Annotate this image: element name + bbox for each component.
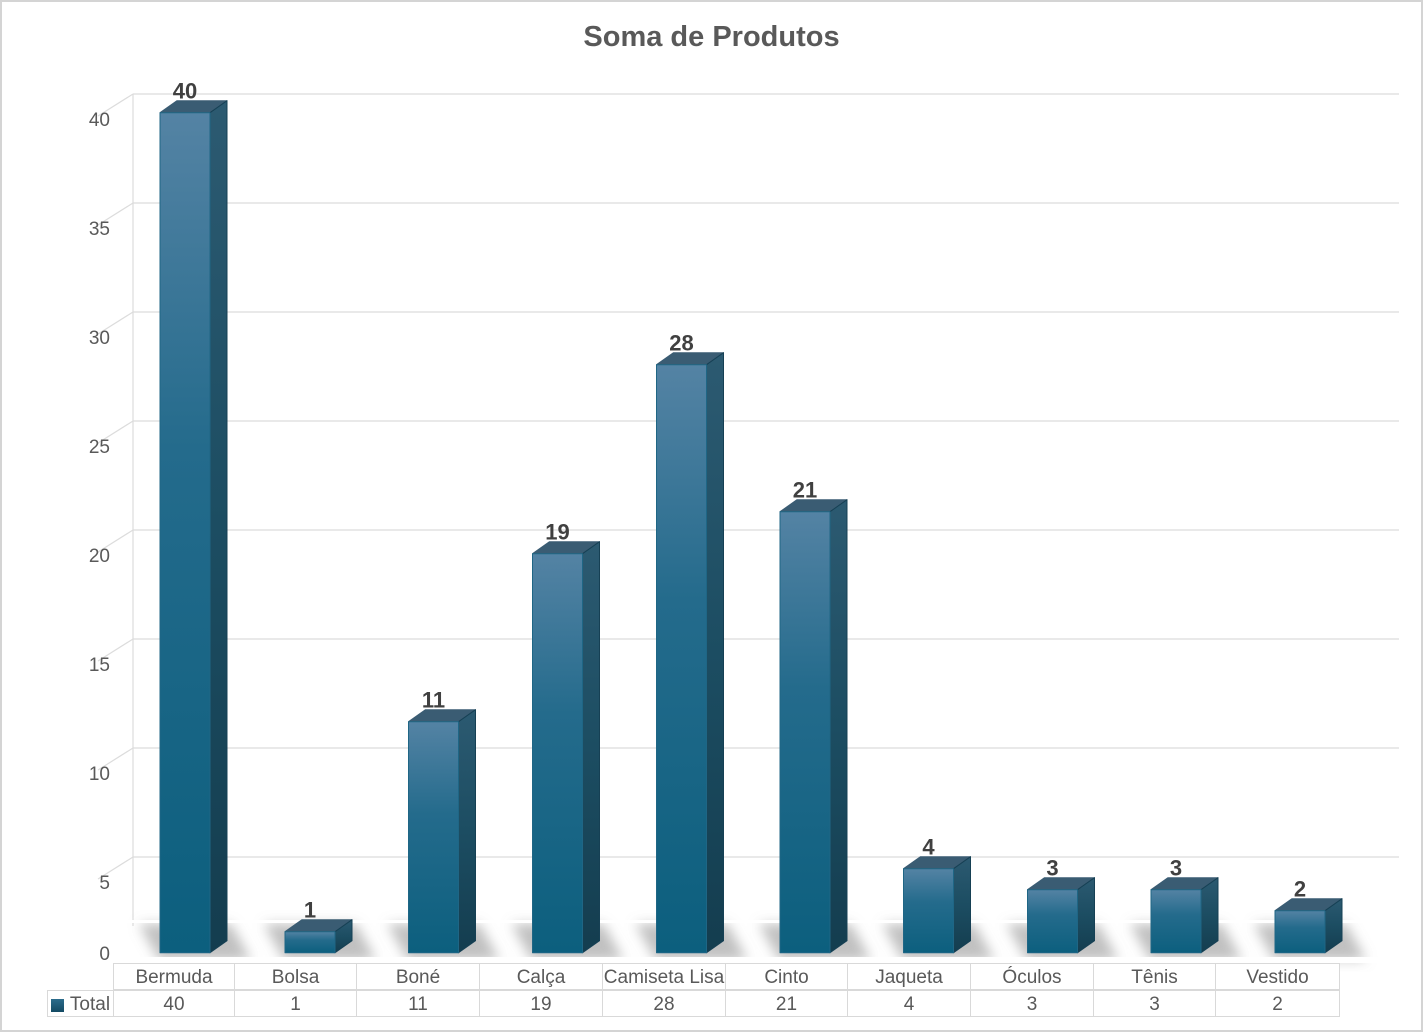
svg-text:40: 40 — [89, 110, 110, 131]
svg-text:10: 10 — [89, 764, 110, 785]
svg-text:19: 19 — [545, 520, 569, 545]
svg-text:11: 11 — [422, 688, 445, 713]
svg-text:30: 30 — [89, 328, 110, 349]
svg-text:5: 5 — [99, 873, 110, 894]
svg-text:0: 0 — [99, 944, 110, 965]
svg-text:25: 25 — [89, 437, 110, 458]
svg-text:4: 4 — [922, 835, 935, 860]
svg-text:28: 28 — [669, 331, 693, 356]
svg-text:40: 40 — [173, 79, 197, 104]
svg-text:20: 20 — [89, 546, 110, 567]
svg-text:1: 1 — [304, 898, 316, 923]
svg-text:21: 21 — [793, 478, 817, 503]
svg-text:3: 3 — [1170, 856, 1182, 881]
svg-text:15: 15 — [89, 655, 110, 676]
svg-text:35: 35 — [89, 219, 110, 240]
svg-text:2: 2 — [1294, 877, 1306, 902]
svg-text:3: 3 — [1046, 856, 1058, 881]
